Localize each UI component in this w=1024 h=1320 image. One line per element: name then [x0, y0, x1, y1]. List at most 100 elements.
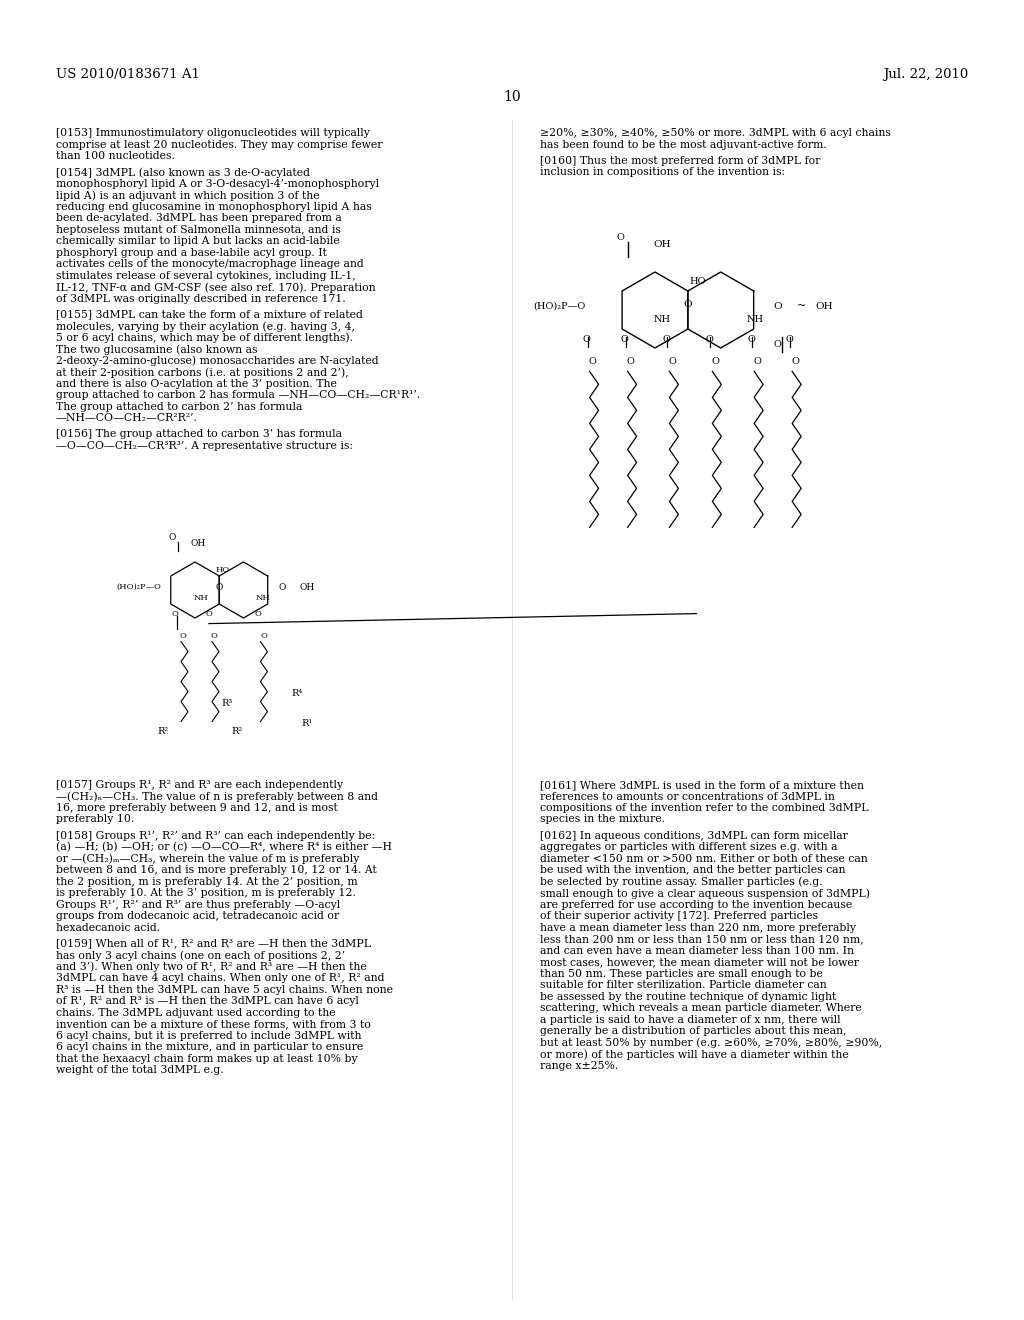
- Text: than 100 nucleotides.: than 100 nucleotides.: [56, 150, 175, 161]
- Text: O: O: [179, 631, 186, 640]
- Text: has only 3 acyl chains (one on each of positions 2, 2’: has only 3 acyl chains (one on each of p…: [56, 950, 345, 961]
- Text: be assessed by the routine technique of dynamic light: be assessed by the routine technique of …: [540, 991, 837, 1002]
- Text: O: O: [712, 356, 719, 366]
- Text: O: O: [792, 356, 799, 366]
- Text: [0162] In aqueous conditions, 3dMPL can form micellar: [0162] In aqueous conditions, 3dMPL can …: [540, 830, 848, 841]
- Text: [0160] Thus the most preferred form of 3dMPL for: [0160] Thus the most preferred form of 3…: [540, 156, 820, 165]
- Text: monophosphoryl lipid A or 3-O-desacyl-4’-monophosphoryl: monophosphoryl lipid A or 3-O-desacyl-4’…: [56, 178, 379, 189]
- Text: —O—CO—CH₂—CR³R³’. A representative structure is:: —O—CO—CH₂—CR³R³’. A representative struc…: [56, 441, 353, 451]
- Text: The group attached to carbon 2’ has formula: The group attached to carbon 2’ has form…: [56, 401, 302, 412]
- Text: O: O: [583, 335, 591, 345]
- Text: Jul. 22, 2010: Jul. 22, 2010: [883, 69, 968, 81]
- Text: The two glucosamine (also known as: The two glucosamine (also known as: [56, 345, 257, 355]
- Text: NH: NH: [194, 594, 208, 602]
- Text: phosphoryl group and a base-labile acyl group. It: phosphoryl group and a base-labile acyl …: [56, 248, 327, 257]
- Text: R³: R³: [221, 700, 232, 708]
- Text: OH: OH: [299, 582, 314, 591]
- Text: lipid A) is an adjuvant in which position 3 of the: lipid A) is an adjuvant in which positio…: [56, 190, 319, 201]
- Text: range x±25%.: range x±25%.: [540, 1060, 618, 1071]
- Text: (HO)₂P—O: (HO)₂P—O: [534, 302, 586, 310]
- Text: R²: R²: [158, 727, 169, 737]
- Text: reducing end glucosamine in monophosphoryl lipid A has: reducing end glucosamine in monophosphor…: [56, 202, 372, 211]
- Text: O: O: [748, 335, 755, 345]
- Text: [0155] 3dMPL can take the form of a mixture of related: [0155] 3dMPL can take the form of a mixt…: [56, 310, 362, 319]
- Text: O: O: [621, 335, 629, 345]
- Text: O: O: [754, 356, 761, 366]
- Text: most cases, however, the mean diameter will not be lower: most cases, however, the mean diameter w…: [540, 957, 859, 968]
- Text: [0154] 3dMPL (also known as 3 de-O-acylated: [0154] 3dMPL (also known as 3 de-O-acyla…: [56, 168, 310, 178]
- Text: R¹: R¹: [302, 719, 313, 729]
- Text: heptoseless mutant of Salmonella minnesota, and is: heptoseless mutant of Salmonella minneso…: [56, 224, 341, 235]
- Text: O: O: [260, 631, 267, 640]
- Text: but at least 50% by number (e.g. ≥60%, ≥70%, ≥80%, ≥90%,: but at least 50% by number (e.g. ≥60%, ≥…: [540, 1038, 883, 1048]
- Text: R²: R²: [231, 727, 243, 737]
- Text: be used with the invention, and the better particles can: be used with the invention, and the bett…: [540, 865, 846, 875]
- Text: HO: HO: [215, 566, 229, 574]
- Text: OH: OH: [653, 240, 672, 249]
- Text: comprise at least 20 nucleotides. They may comprise fewer: comprise at least 20 nucleotides. They m…: [56, 140, 383, 149]
- Text: or more) of the particles will have a diameter within the: or more) of the particles will have a di…: [540, 1049, 849, 1060]
- Text: chemically similar to lipid A but lacks an acid-labile: chemically similar to lipid A but lacks …: [56, 236, 340, 246]
- Text: generally be a distribution of particles about this mean,: generally be a distribution of particles…: [540, 1026, 847, 1036]
- Text: invention can be a mixture of these forms, with from 3 to: invention can be a mixture of these form…: [56, 1019, 371, 1030]
- Text: ~: ~: [797, 301, 806, 312]
- Text: Groups R¹’, R²’ and R³’ are thus preferably —O-acyl: Groups R¹’, R²’ and R³’ are thus prefera…: [56, 900, 340, 909]
- Text: compositions of the invention refer to the combined 3dMPL: compositions of the invention refer to t…: [540, 803, 868, 813]
- Text: [0159] When all of R¹, R² and R³ are —H then the 3dMPL: [0159] When all of R¹, R² and R³ are —H …: [56, 939, 371, 949]
- Text: the 2 position, m is preferably 14. At the 2’ position, m: the 2 position, m is preferably 14. At t…: [56, 876, 357, 887]
- Text: 3dMPL can have 4 acyl chains. When only one of R¹, R² and: 3dMPL can have 4 acyl chains. When only …: [56, 973, 384, 983]
- Text: [0153] Immunostimulatory oligonucleotides will typically: [0153] Immunostimulatory oligonucleotide…: [56, 128, 370, 139]
- Text: references to amounts or concentrations of 3dMPL in: references to amounts or concentrations …: [540, 792, 835, 801]
- Text: O: O: [616, 232, 625, 242]
- Text: HO: HO: [689, 277, 706, 286]
- Text: at their 2-position carbons (i.e. at positions 2 and 2’),: at their 2-position carbons (i.e. at pos…: [56, 367, 349, 378]
- Text: NH: NH: [746, 315, 764, 323]
- Text: —(CH₂)ₙ—CH₃. The value of n is preferably between 8 and: —(CH₂)ₙ—CH₃. The value of n is preferabl…: [56, 792, 378, 803]
- Text: O: O: [211, 631, 217, 640]
- Text: between 8 and 16, and is more preferably 10, 12 or 14. At: between 8 and 16, and is more preferably…: [56, 865, 377, 875]
- Text: ≥20%, ≥30%, ≥40%, ≥50% or more. 3dMPL with 6 acyl chains: ≥20%, ≥30%, ≥40%, ≥50% or more. 3dMPL wi…: [540, 128, 891, 139]
- Text: or —(CH₂)ₘ—CH₃, wherein the value of m is preferably: or —(CH₂)ₘ—CH₃, wherein the value of m i…: [56, 854, 359, 865]
- Text: groups from dodecanoic acid, tetradecanoic acid or: groups from dodecanoic acid, tetradecano…: [56, 911, 339, 921]
- Text: O: O: [172, 610, 178, 618]
- Text: O: O: [589, 356, 597, 366]
- Text: OH: OH: [816, 302, 834, 310]
- Text: O: O: [215, 582, 223, 591]
- Text: and there is also O-acylation at the 3’ position. The: and there is also O-acylation at the 3’ …: [56, 379, 337, 388]
- Text: of R¹, R² and R³ is —H then the 3dMPL can have 6 acyl: of R¹, R² and R³ is —H then the 3dMPL ca…: [56, 997, 358, 1006]
- Text: NH: NH: [256, 594, 270, 602]
- Text: weight of the total 3dMPL e.g.: weight of the total 3dMPL e.g.: [56, 1065, 223, 1076]
- Text: O: O: [684, 300, 692, 309]
- Text: OH: OH: [190, 539, 206, 548]
- Text: chains. The 3dMPL adjuvant used according to the: chains. The 3dMPL adjuvant used accordin…: [56, 1007, 336, 1018]
- Text: are preferred for use according to the invention because: are preferred for use according to the i…: [540, 900, 852, 909]
- Text: has been found to be the most adjuvant-active form.: has been found to be the most adjuvant-a…: [540, 140, 826, 149]
- Text: 6 acyl chains, but it is preferred to include 3dMPL with: 6 acyl chains, but it is preferred to in…: [56, 1031, 361, 1040]
- Text: IL-12, TNF-α and GM-CSF (see also ref. 170). Preparation: IL-12, TNF-α and GM-CSF (see also ref. 1…: [56, 282, 376, 293]
- Text: 5 or 6 acyl chains, which may be of different lengths).: 5 or 6 acyl chains, which may be of diff…: [56, 333, 353, 343]
- Text: O: O: [169, 533, 176, 543]
- Text: suitable for filter sterilization. Particle diameter can: suitable for filter sterilization. Parti…: [540, 979, 826, 990]
- Text: O: O: [663, 335, 671, 345]
- Text: O: O: [669, 356, 676, 366]
- Text: aggregates or particles with different sizes e.g. with a: aggregates or particles with different s…: [540, 842, 838, 853]
- Text: and can even have a mean diameter less than 100 nm. In: and can even have a mean diameter less t…: [540, 945, 854, 956]
- Text: preferably 10.: preferably 10.: [56, 814, 134, 825]
- Text: 6 acyl chains in the mixture, and in particular to ensure: 6 acyl chains in the mixture, and in par…: [56, 1043, 364, 1052]
- Text: 2-deoxy-2-amino-glucose) monosaccharides are N-acylated: 2-deoxy-2-amino-glucose) monosaccharides…: [56, 355, 379, 366]
- Text: of their superior activity [172]. Preferred particles: of their superior activity [172]. Prefer…: [540, 911, 818, 921]
- Text: have a mean diameter less than 220 nm, more preferably: have a mean diameter less than 220 nm, m…: [540, 923, 856, 933]
- Text: species in the mixture.: species in the mixture.: [540, 814, 665, 825]
- Text: US 2010/0183671 A1: US 2010/0183671 A1: [56, 69, 200, 81]
- Text: stimulates release of several cytokines, including IL-1,: stimulates release of several cytokines,…: [56, 271, 355, 281]
- Text: and 3’). When only two of R¹, R² and R³ are —H then the: and 3’). When only two of R¹, R² and R³ …: [56, 962, 367, 973]
- Text: R³ is —H then the 3dMPL can have 5 acyl chains. When none: R³ is —H then the 3dMPL can have 5 acyl …: [56, 985, 393, 995]
- Text: than 50 nm. These particles are small enough to be: than 50 nm. These particles are small en…: [540, 969, 823, 978]
- Text: O: O: [627, 356, 635, 366]
- Text: O: O: [773, 302, 782, 310]
- Text: activates cells of the monocyte/macrophage lineage and: activates cells of the monocyte/macropha…: [56, 259, 364, 269]
- Text: be selected by routine assay. Smaller particles (e.g.: be selected by routine assay. Smaller pa…: [540, 876, 822, 887]
- Text: less than 200 nm or less than 150 nm or less than 120 nm,: less than 200 nm or less than 150 nm or …: [540, 935, 863, 944]
- Text: R⁴: R⁴: [292, 689, 303, 698]
- Text: O: O: [706, 335, 714, 345]
